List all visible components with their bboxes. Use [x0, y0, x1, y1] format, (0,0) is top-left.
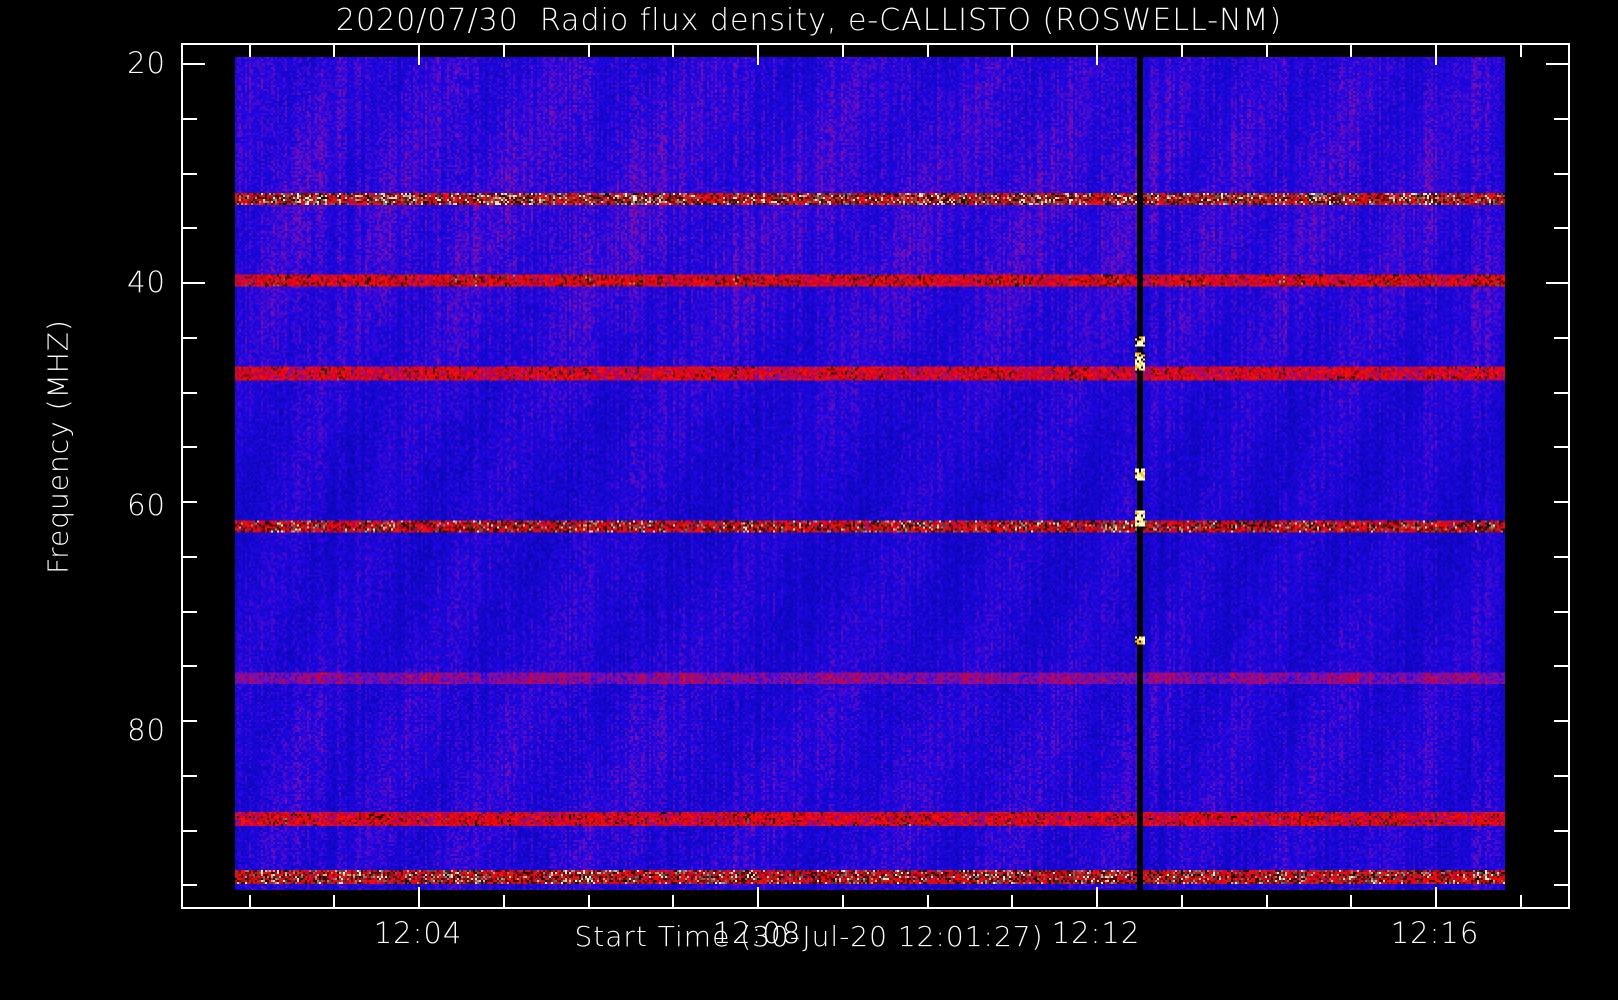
- y-minor-tick: [181, 501, 197, 503]
- x-minor-tick: [333, 895, 335, 909]
- x-minor-tick: [842, 895, 844, 909]
- x-minor-tick: [249, 895, 251, 909]
- x-major-tick: [1435, 43, 1437, 65]
- y-minor-tick: [181, 446, 197, 448]
- y-minor-tick: [1554, 392, 1570, 394]
- x-major-tick: [757, 887, 759, 909]
- y-tick-label: 60: [127, 488, 166, 522]
- spectrogram-canvas: [235, 57, 1505, 890]
- y-minor-tick: [1554, 884, 1570, 886]
- y-major-tick: [1546, 63, 1570, 65]
- x-major-tick: [1435, 887, 1437, 909]
- x-minor-tick: [588, 895, 590, 909]
- x-minor-tick: [1011, 895, 1013, 909]
- y-minor-tick: [181, 173, 197, 175]
- x-minor-tick: [1350, 43, 1352, 57]
- y-minor-tick: [1554, 446, 1570, 448]
- y-minor-tick: [181, 775, 197, 777]
- y-tick-label: 40: [127, 265, 166, 299]
- x-major-tick: [1096, 43, 1098, 65]
- x-minor-tick: [333, 43, 335, 57]
- y-major-tick: [1546, 282, 1570, 284]
- y-minor-tick: [181, 392, 197, 394]
- x-tick-label: 12:08: [712, 916, 802, 950]
- y-minor-tick: [1554, 173, 1570, 175]
- y-minor-tick: [181, 337, 197, 339]
- x-minor-tick: [672, 895, 674, 909]
- x-major-tick: [418, 43, 420, 65]
- x-minor-tick: [1266, 895, 1268, 909]
- y-minor-tick: [181, 556, 197, 558]
- y-minor-tick: [181, 830, 197, 832]
- x-minor-tick: [927, 895, 929, 909]
- x-minor-tick: [249, 43, 251, 57]
- x-minor-tick: [842, 43, 844, 57]
- y-minor-tick: [181, 665, 197, 667]
- y-minor-tick: [1554, 611, 1570, 613]
- x-major-tick: [757, 43, 759, 65]
- x-tick-label: 12:04: [373, 916, 463, 950]
- x-tick-label: 12:12: [1051, 916, 1141, 950]
- x-minor-tick: [1350, 895, 1352, 909]
- y-minor-tick: [181, 118, 197, 120]
- x-axis-label: Start Time (30-Jul-20 12:01:27): [574, 920, 1044, 953]
- y-minor-tick: [1554, 337, 1570, 339]
- y-axis-label: Frequency (MHZ): [41, 319, 75, 574]
- x-minor-tick: [503, 895, 505, 909]
- x-minor-tick: [1181, 43, 1183, 57]
- y-tick-label: 20: [127, 46, 166, 80]
- y-major-tick: [181, 282, 205, 284]
- y-minor-tick: [1554, 556, 1570, 558]
- y-minor-tick: [1554, 720, 1570, 722]
- y-minor-tick: [181, 227, 197, 229]
- y-minor-tick: [1554, 227, 1570, 229]
- x-minor-tick: [1266, 43, 1268, 57]
- y-minor-tick: [181, 884, 197, 886]
- x-minor-tick: [927, 43, 929, 57]
- x-minor-tick: [588, 43, 590, 57]
- x-major-tick: [1096, 887, 1098, 909]
- x-minor-tick: [1181, 895, 1183, 909]
- y-minor-tick: [181, 720, 197, 722]
- page-title: 2020/07/30 Radio flux density, e-CALLIST…: [335, 3, 1283, 38]
- y-minor-tick: [1554, 501, 1570, 503]
- x-minor-tick: [503, 43, 505, 57]
- y-minor-tick: [1554, 830, 1570, 832]
- x-minor-tick: [1011, 43, 1013, 57]
- y-minor-tick: [1554, 665, 1570, 667]
- x-tick-label: 12:16: [1390, 916, 1480, 950]
- y-tick-label: 80: [127, 713, 166, 747]
- x-major-tick: [418, 887, 420, 909]
- y-minor-tick: [1554, 775, 1570, 777]
- y-minor-tick: [1554, 118, 1570, 120]
- y-major-tick: [181, 63, 205, 65]
- spectrogram-image: [235, 57, 1505, 890]
- x-minor-tick: [1520, 895, 1522, 909]
- x-minor-tick: [672, 43, 674, 57]
- x-minor-tick: [1520, 43, 1522, 57]
- y-minor-tick: [181, 611, 197, 613]
